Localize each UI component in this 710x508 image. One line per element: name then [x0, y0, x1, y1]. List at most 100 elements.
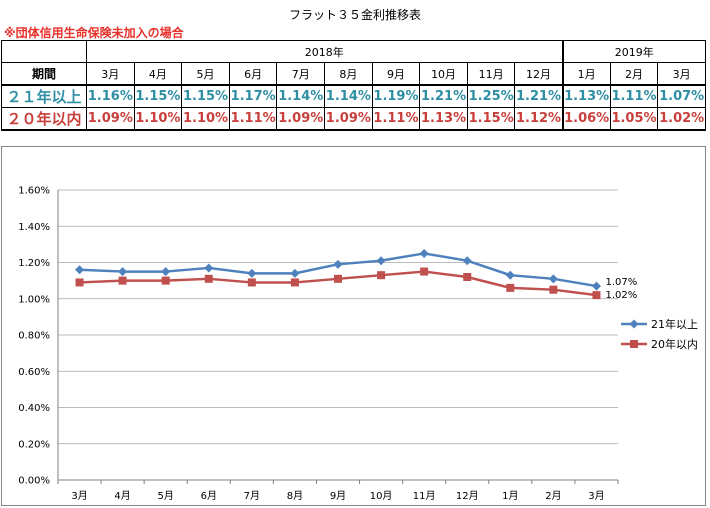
chart-title: フラット３５金利推移表: [288, 8, 421, 22]
x-tick-label: 6月: [201, 490, 217, 502]
month-header: 10月: [419, 62, 468, 86]
month-header: 11月: [466, 62, 516, 86]
y-tick-label: 1.60%: [18, 186, 50, 197]
axes: 0.00% 0.20% 0.40% 0.60% 0.80% 1.00% 1.20% 1.40%…: [18, 186, 619, 502]
period-header: 期間: [1, 62, 87, 86]
rate-cell: 1.15%: [133, 84, 183, 108]
rate-cell: 1.15%: [466, 107, 516, 131]
data-point: [419, 248, 429, 258]
data-point: [161, 276, 170, 285]
month-header: 7月: [276, 62, 326, 86]
y-tick-label: 1.00%: [18, 294, 50, 305]
chart-frame: [1, 146, 706, 506]
data-point: [549, 285, 558, 294]
data-point: [376, 256, 386, 266]
y-tick-label: 0.20%: [18, 439, 50, 450]
data-point: [118, 276, 127, 285]
data-label: 1.02%: [605, 290, 637, 301]
data-label: 1.07%: [605, 277, 637, 288]
rate-cell: 1.11%: [371, 107, 421, 131]
month-header: 4月: [133, 62, 183, 86]
month-header: 9月: [371, 62, 421, 86]
data-point: [505, 270, 515, 280]
rate-table: 2018年 2019年 期間 3月 4月 5月 6月 7月 8月 9月 10月 11月 12月 1月 2月…: [1, 40, 706, 131]
month-header: 2月: [609, 62, 659, 86]
legend-marker: [629, 319, 639, 329]
corner-cell: [1, 40, 87, 63]
rate-cell: 1.11%: [228, 107, 278, 131]
x-tick-label: 11月: [413, 490, 436, 502]
table-row: ２１年以上 1.16% 1.15% 1.15% 1.17% 1.14% 1.14% 1.19%…: [1, 84, 706, 108]
rate-cell: 1.05%: [609, 107, 659, 131]
data-point: [420, 267, 429, 276]
data-point: [334, 274, 342, 283]
legend-label: 20年以内: [651, 337, 698, 351]
note-text: ※団体信用生命保険未加入の場合: [4, 26, 184, 40]
data-point: [75, 278, 84, 287]
rate-cell: 1.13%: [561, 84, 611, 108]
year-header: 2018年: [85, 40, 564, 63]
x-tick-label: 1月: [502, 490, 518, 502]
rate-cell: 1.11%: [609, 84, 659, 108]
rate-cell: 1.14%: [276, 84, 326, 108]
data-point: [161, 267, 171, 277]
y-tick-label: 0.00%: [18, 476, 50, 487]
data-point: [333, 259, 343, 269]
legend-label: 21年以上: [651, 317, 698, 331]
rate-cell: 1.21%: [419, 84, 468, 108]
month-header: 3月: [657, 62, 706, 86]
data-point: [462, 256, 472, 266]
rate-cell: 1.06%: [561, 107, 611, 131]
x-tick-label: 10月: [370, 490, 393, 502]
x-tick-label: 7月: [244, 490, 260, 502]
data-point: [75, 265, 85, 275]
data-point: [290, 278, 299, 287]
x-tick-label: 9月: [330, 490, 346, 502]
rate-cell: 1.17%: [228, 84, 278, 108]
y-tick-label: 0.60%: [18, 367, 50, 378]
data-point: [377, 271, 386, 280]
x-tick-label: 2月: [545, 490, 561, 502]
month-header: 1月: [561, 62, 611, 86]
table-row: ２０年以内 1.09% 1.10% 1.10% 1.11% 1.09% 1.09% 1.11%…: [1, 107, 706, 131]
data-point: [463, 273, 472, 281]
rate-cell: 1.25%: [466, 84, 516, 108]
x-tick-label: 5月: [158, 490, 174, 502]
month-header-row: 期間 3月 4月 5月 6月 7月 8月 9月 10月 11月 12月 1月 2月 3月: [1, 62, 706, 86]
data-point: [290, 268, 300, 278]
y-tick-label: 1.20%: [18, 258, 50, 269]
month-header: 12月: [514, 62, 564, 86]
rate-cell: 1.13%: [419, 107, 468, 131]
rate-cell: 1.12%: [514, 107, 564, 131]
row-label: ２１年以上: [1, 84, 87, 108]
x-tick-label: 12月: [456, 490, 479, 502]
month-header: 3月: [86, 62, 135, 86]
data-point: [592, 291, 601, 300]
rate-cell: 1.21%: [514, 84, 564, 108]
data-point: [204, 274, 213, 283]
data-point: [591, 281, 601, 291]
x-tick-label: 3月: [71, 490, 87, 502]
rate-cell: 1.07%: [657, 84, 706, 108]
data-point: [506, 283, 515, 292]
year-header-row: 2018年 2019年: [1, 40, 706, 63]
rate-cell: 1.16%: [86, 84, 135, 108]
rate-cell: 1.09%: [324, 107, 373, 131]
rate-cell: 1.02%: [657, 107, 706, 131]
rate-cell: 1.10%: [181, 107, 230, 131]
month-header: 6月: [228, 62, 278, 86]
row-label: ２０年以内: [1, 107, 87, 131]
month-header: 5月: [181, 62, 230, 86]
data-point: [548, 274, 558, 284]
legend: 21年以上 20年以内: [621, 317, 698, 351]
series-group: 1.07% 1.02%: [75, 248, 637, 301]
rate-cell: 1.15%: [181, 84, 230, 108]
x-tick-label: 3月: [588, 490, 604, 502]
x-tick-label: 8月: [287, 490, 303, 502]
legend-marker: [630, 340, 638, 348]
rate-cell: 1.09%: [86, 107, 135, 131]
y-tick-label: 0.40%: [18, 403, 50, 414]
rate-cell: 1.10%: [133, 107, 183, 131]
y-tick-label: 1.40%: [18, 222, 50, 233]
rate-cell: 1.19%: [371, 84, 421, 108]
